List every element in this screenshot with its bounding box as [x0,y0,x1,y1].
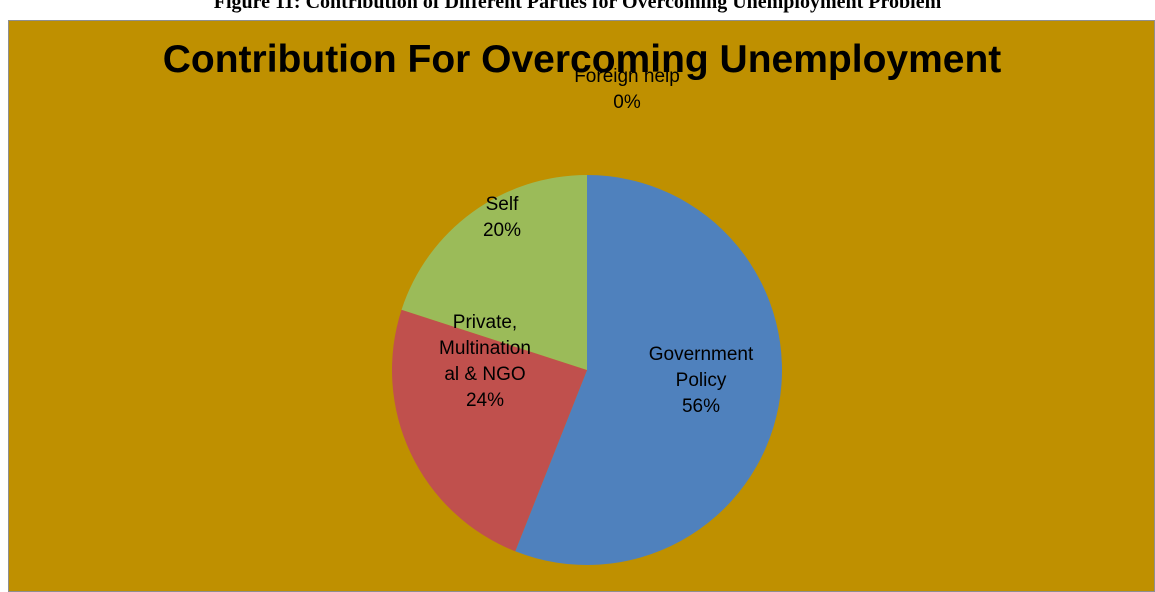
pie-slice-private-multinational-ngo [391,309,587,552]
pie-labels: Government Policy 56% Private, Multination al… [439,66,754,417]
pie-label-self-value: 20% [483,220,521,241]
pie-label-private-multinational-ngo-line-3: al & NGO [444,364,525,385]
pie-label-foreign-help-line-1: Foreign help [574,66,680,87]
pie-label-government-policy-value: 56% [682,396,720,417]
figure-caption: Figure 11: Contribution of Different Par… [213,0,942,13]
pie-label-government-policy-line-2: Policy [676,370,727,391]
pie-label-private-multinational-ngo-line-2: Multination [439,338,531,359]
chart-title: Contribution For Overcoming Unemployment [163,38,1002,81]
pie-slice-government-policy [515,175,782,565]
pie-label-private-multinational-ngo-line-1: Private, [453,312,517,333]
pie-slice-self [401,175,587,370]
pie-label-private-multinational-ngo-value: 24% [466,390,504,411]
pie-label-self-line-1: Self [486,194,519,215]
pie-label-government-policy-line-1: Government [649,344,754,365]
pie-label-foreign-help-value: 0% [613,92,641,113]
pie-chart: Contribution For Overcoming Unemployment… [163,38,1002,565]
pie-slices [391,175,782,565]
chart-area: Contribution For Overcoming Unemployment… [8,20,1155,592]
